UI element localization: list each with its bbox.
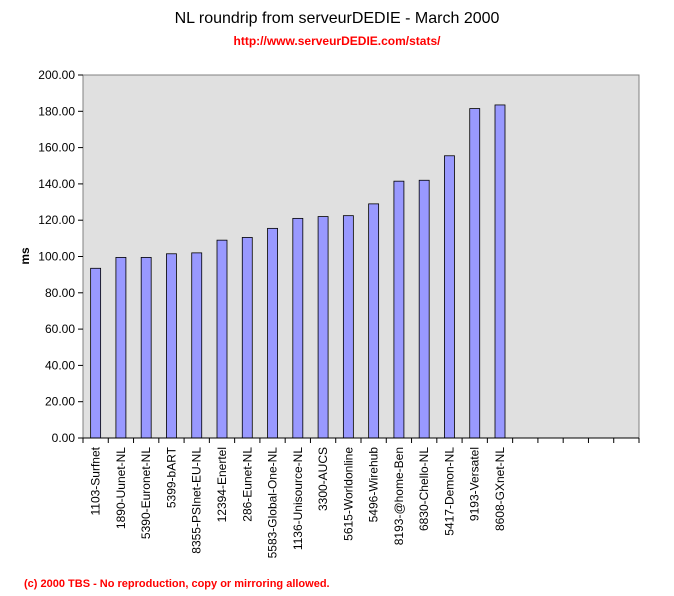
y-axis-label: ms — [18, 247, 32, 265]
y-tick-label: 140.00 — [38, 177, 75, 191]
x-tick-label: 286-Eunet-NL — [240, 447, 254, 522]
x-tick-label: 3300-AUCS — [316, 447, 330, 511]
x-tick-label: 8355-PSInet-EU-NL — [190, 447, 204, 554]
y-axis-ticks: 0.00 20.00 40.00 60.00 80.00 100.00 120.00 140.… — [38, 68, 83, 445]
bars — [90, 104, 506, 439]
x-tick-label: 1890-Uunet-NL — [114, 447, 128, 529]
copyright-footer: (c) 2000 TBS - No reproduction, copy or … — [24, 578, 330, 590]
x-tick-label: 5496-Wirehub — [367, 447, 381, 523]
y-tick-label: 0.00 — [52, 431, 76, 445]
x-tick-label: 5390-Euronet-NL — [139, 447, 153, 539]
chart-title: NL roundrip from serveurDEDIE - March 20… — [174, 10, 500, 27]
bar — [90, 267, 102, 439]
bar — [191, 252, 203, 439]
x-tick-label: 1103-Surfnet — [89, 446, 103, 515]
bar — [216, 239, 228, 439]
x-tick-label: 5583-Global-One-NL — [266, 447, 280, 559]
bar — [166, 253, 177, 439]
bar — [444, 155, 455, 439]
bar — [292, 217, 304, 439]
bar — [140, 257, 152, 439]
chart-subtitle: http://www.serveurDEDIE.com/stats/ — [233, 34, 441, 48]
y-tick-label: 80.00 — [45, 286, 75, 300]
x-tick-label: 9193-Versatel — [468, 447, 482, 521]
bar — [469, 108, 481, 439]
y-tick-label: 100.00 — [38, 250, 75, 264]
bar — [418, 179, 430, 439]
x-tick-label: 1136-Unisource-NL — [291, 447, 305, 550]
y-tick-label: 180.00 — [38, 104, 75, 118]
x-tick-label: 5399-bART — [164, 446, 178, 508]
bar — [342, 215, 354, 439]
x-tick-label: 5417-Demon-NL — [442, 447, 456, 536]
bar — [241, 237, 253, 439]
bar — [115, 257, 127, 439]
y-tick-label: 40.00 — [45, 358, 75, 372]
y-tick-label: 20.00 — [45, 395, 75, 409]
bar — [368, 203, 380, 439]
x-tick-label: 8193-@home-Ben — [392, 447, 406, 545]
x-tick-label: 5615-Worldonline — [341, 447, 355, 541]
y-tick-label: 120.00 — [38, 213, 75, 227]
bar — [393, 180, 405, 439]
y-tick-label: 200.00 — [38, 68, 75, 82]
x-tick-label: 6830-Chello-NL — [417, 447, 431, 531]
x-axis-ticks: 1103-Surfnet 1890-Uunet-NL 5390-Euronet-NL… — [82, 437, 640, 559]
x-tick-label: 12394-Enertel — [215, 447, 229, 522]
bar — [494, 104, 506, 439]
y-tick-label: 60.00 — [45, 322, 75, 336]
bar — [267, 227, 278, 439]
x-tick-label: 8608-GXnet-NL — [493, 447, 507, 531]
bar — [317, 216, 329, 439]
y-tick-label: 160.00 — [38, 141, 75, 155]
